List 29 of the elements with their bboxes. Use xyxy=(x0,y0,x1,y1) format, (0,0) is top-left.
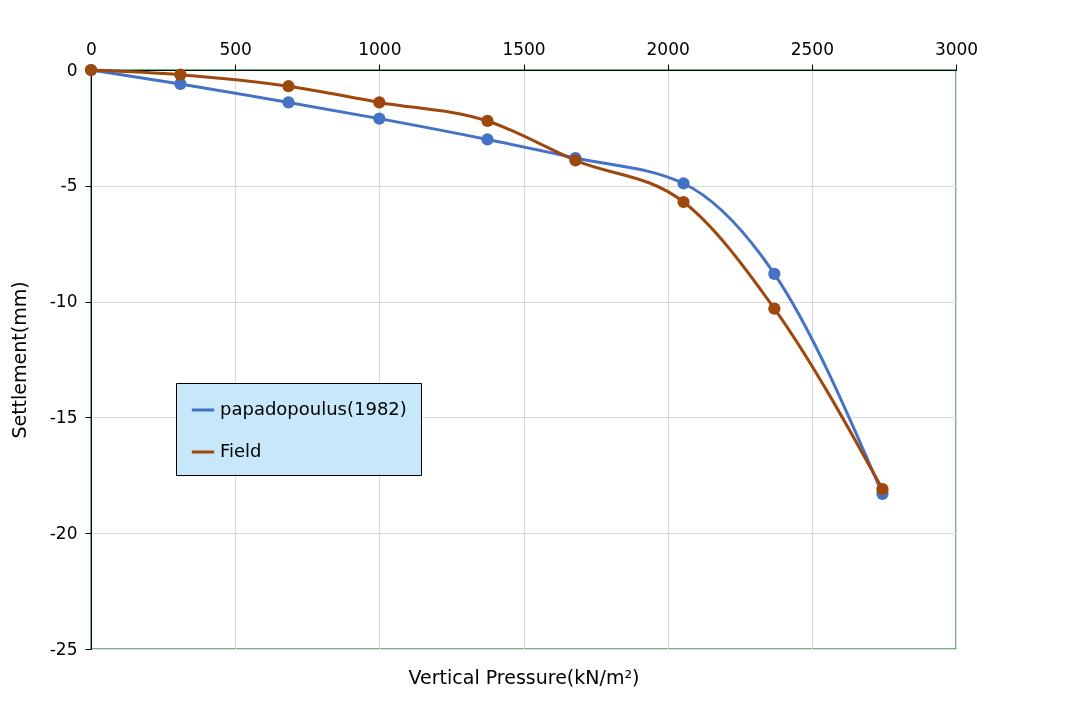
y-tick-label: -10 xyxy=(49,291,78,312)
x-tick-label: 1000 xyxy=(358,38,402,59)
y-tick-label: -25 xyxy=(49,638,78,659)
x-tick-label: 0 xyxy=(86,38,97,59)
point xyxy=(768,267,781,280)
x-tick-label: 500 xyxy=(219,38,252,59)
y-tick-label: 0 xyxy=(66,59,78,80)
point xyxy=(174,68,187,81)
y-tick-label: -5 xyxy=(60,175,78,196)
point xyxy=(677,195,690,209)
x-axis-title: Vertical Pressure(kN/m²) xyxy=(408,665,640,688)
point xyxy=(282,96,295,109)
y-tick-label: -15 xyxy=(49,406,78,427)
point xyxy=(373,96,386,109)
point xyxy=(768,302,781,315)
point xyxy=(373,112,386,125)
point xyxy=(677,177,690,190)
point xyxy=(876,483,889,496)
y-tick-label: -20 xyxy=(49,522,78,543)
legend-label: papadopoulus(1982) xyxy=(220,398,407,419)
legend-label: Field xyxy=(220,440,262,461)
x-tick-label: 1500 xyxy=(502,38,546,59)
y-axis-title: Settlement(mm) xyxy=(7,281,30,439)
x-tick-label: 2500 xyxy=(790,38,834,59)
point xyxy=(481,133,494,146)
point xyxy=(282,80,295,93)
x-tick-label: 2000 xyxy=(646,38,690,59)
x-tick-label: 3000 xyxy=(934,38,979,59)
point xyxy=(481,114,494,128)
